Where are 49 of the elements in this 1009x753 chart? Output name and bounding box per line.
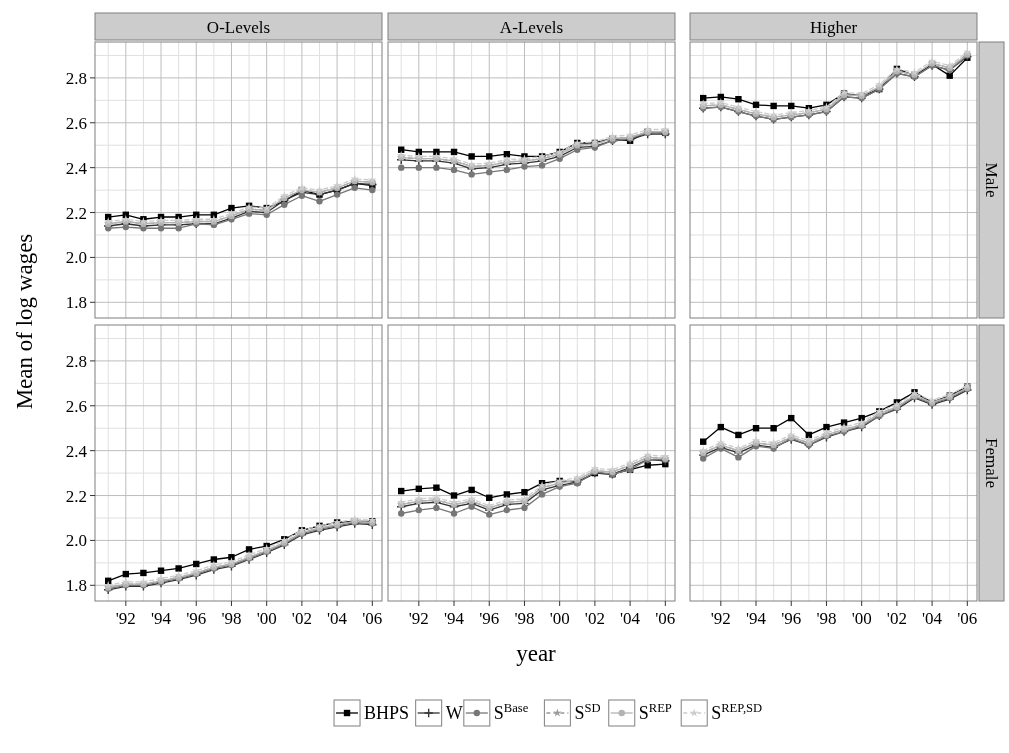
- y-tick-label: 1.8: [65, 293, 87, 313]
- legend-label: S$^{REP}$: [638, 701, 672, 723]
- x-tick-label: '94: [443, 609, 465, 628]
- y-tick-label: 2.4: [65, 158, 88, 178]
- y-tick-label: 2.4: [65, 441, 88, 461]
- y-tick-label: 2.2: [65, 203, 87, 223]
- x-tick-label: '96: [186, 609, 207, 628]
- x-tick-label: '92: [408, 609, 429, 628]
- x-tick-label: '04: [327, 609, 348, 628]
- x-tick-label: '98: [514, 609, 535, 628]
- x-tick-label: '98: [816, 609, 837, 628]
- chart-title: O-Levels: [206, 18, 271, 37]
- x-tick-label: '02: [291, 609, 312, 628]
- y-tick-label: 2.8: [65, 68, 87, 88]
- x-tick-label: '06: [362, 609, 383, 628]
- x-tick-label: '02: [584, 609, 605, 628]
- x-tick-label: '04: [922, 609, 943, 628]
- x-tick-label: '92: [710, 609, 731, 628]
- y2-axis-title: Male: [982, 162, 1001, 198]
- x-tick-label: '94: [150, 609, 172, 628]
- y-tick-label: 2.6: [65, 396, 87, 416]
- legend-label: W: [445, 703, 463, 723]
- x-tick-label: '98: [221, 609, 242, 628]
- y-tick-label: 2.0: [65, 248, 87, 268]
- x-tick-label: '04: [620, 609, 641, 628]
- y-tick-label: 2.6: [65, 113, 87, 133]
- y-tick-label: 2.0: [65, 531, 87, 551]
- x-tick-label: '06: [655, 609, 676, 628]
- x-tick-label: '02: [886, 609, 907, 628]
- chart-title: Higher: [809, 18, 858, 37]
- x-tick-label: '00: [549, 609, 570, 628]
- y-tick-label: 1.8: [65, 576, 87, 596]
- x-axis-title: year: [516, 641, 557, 666]
- x-tick-label: '92: [115, 609, 136, 628]
- legend-label: S$^{SD}$: [574, 701, 601, 723]
- chart-title: A-Levels: [499, 18, 564, 37]
- x-tick-label: '96: [479, 609, 500, 628]
- y2-axis-title: Female: [982, 437, 1001, 489]
- legend-label: BHPS: [364, 703, 410, 723]
- x-tick-label: '00: [851, 609, 872, 628]
- x-tick-label: '96: [781, 609, 802, 628]
- y-axis-title: Mean of log wages: [12, 233, 37, 410]
- x-tick-label: '06: [957, 609, 978, 628]
- x-tick-label: '94: [745, 609, 767, 628]
- y-tick-label: 2.8: [65, 351, 87, 371]
- legend-label: S$^{REP,SD}$: [711, 701, 763, 723]
- x-tick-label: '00: [256, 609, 277, 628]
- y-tick-label: 2.2: [65, 486, 87, 506]
- legend-label: S$^{Base}$: [493, 701, 529, 723]
